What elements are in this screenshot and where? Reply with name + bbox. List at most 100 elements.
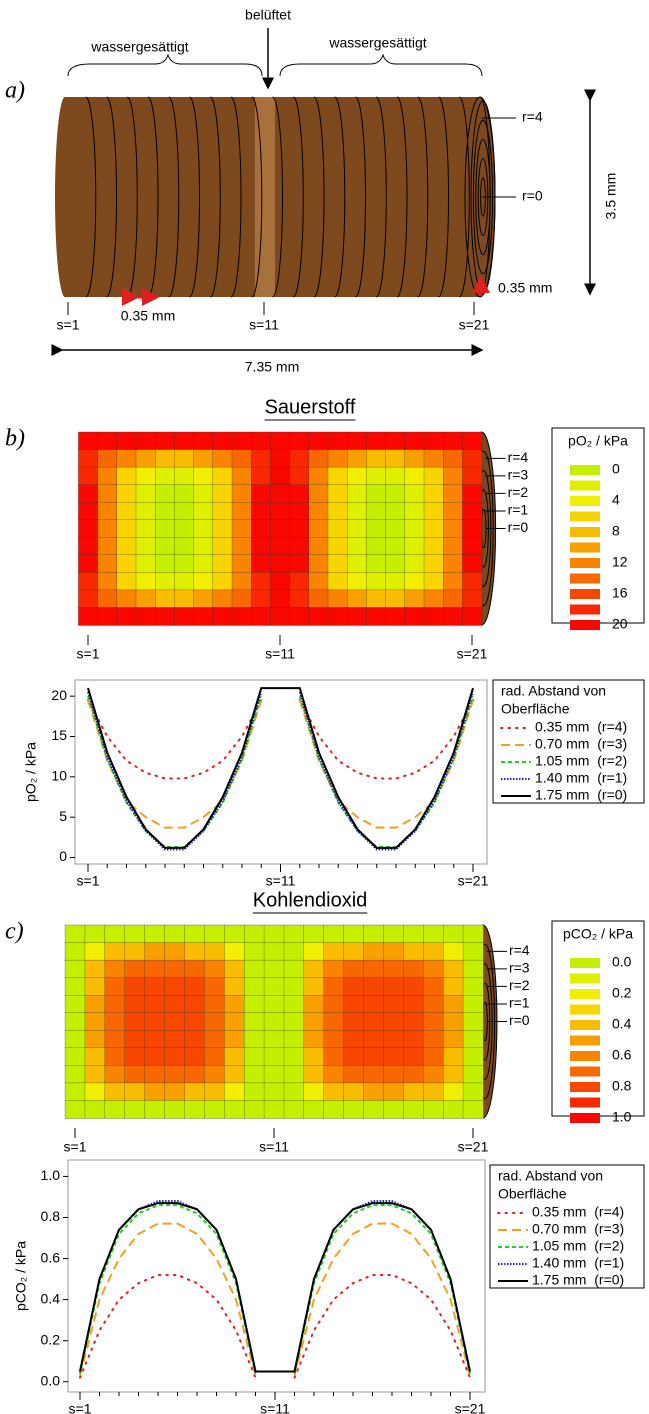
heat-cell (383, 977, 405, 996)
brace (67, 53, 263, 77)
s-label: s=11 (249, 317, 279, 333)
legend-swatch (570, 558, 600, 568)
heat-cell (155, 449, 176, 468)
series-line (293, 1273, 471, 1379)
heat-cell (323, 1065, 345, 1084)
heat-cell (174, 484, 195, 503)
heat-cell (289, 502, 310, 521)
heat-cell (193, 449, 214, 468)
heat-cell (184, 1100, 205, 1119)
heat-cell (64, 942, 86, 961)
heat-cell (97, 449, 118, 468)
heat-cell (442, 924, 464, 944)
heat-cell (323, 995, 345, 1014)
heat-cell (164, 1065, 186, 1084)
legend-label: 1.0 (612, 1109, 632, 1125)
heat-cell (212, 519, 233, 538)
heat-cell (144, 995, 166, 1014)
heat-cell (347, 589, 368, 609)
legend-swatch (570, 496, 600, 506)
heat-cell (155, 484, 176, 503)
ring (334, 96, 346, 298)
heat-cell (174, 519, 195, 538)
heat-cell (193, 519, 214, 538)
heat-cell (231, 519, 252, 538)
x-tick-label: s=1 (69, 1401, 92, 1414)
heat-cell (443, 484, 464, 503)
heat-cell (289, 572, 310, 591)
heat-cell (174, 431, 195, 451)
heat-cell (135, 589, 156, 609)
heat-cell (423, 977, 444, 996)
heat-cell (204, 1030, 225, 1049)
heat-cell (442, 995, 464, 1014)
heat-cell (164, 1047, 186, 1067)
heat-cell (385, 449, 406, 468)
panel-title: Sauerstoff (265, 396, 356, 418)
heat-cell (423, 554, 444, 574)
heat-cell (403, 942, 424, 961)
section-label: wassergesättigt (328, 35, 426, 51)
heat-cell (212, 607, 233, 626)
heat-cell (78, 484, 99, 503)
heat-cell (104, 1065, 126, 1084)
heat-cell (385, 589, 406, 609)
heat-cell (164, 1100, 186, 1119)
heat-cell (343, 977, 365, 996)
y-tick-label: 10 (51, 768, 67, 784)
heat-cell (116, 554, 137, 574)
legend-swatch (570, 1066, 600, 1077)
heat-cell (124, 1100, 146, 1119)
heat-cell (347, 572, 368, 591)
series-line (293, 1204, 471, 1374)
heat-cell (155, 502, 176, 521)
s-label: s=21 (459, 317, 490, 333)
heat-cell (144, 1012, 166, 1031)
heat-cell (462, 431, 483, 451)
ring (272, 96, 283, 298)
section-label: belüftet (245, 7, 291, 23)
heat-cell (423, 519, 444, 538)
heat-cell (363, 1082, 385, 1102)
heat-cell (224, 1047, 245, 1067)
heat-cell (251, 466, 272, 486)
heat-cell (84, 1100, 106, 1119)
heat-cell (327, 589, 348, 609)
heat-cell (423, 1030, 444, 1049)
heat-cell (327, 607, 348, 626)
heat-cell (64, 1082, 86, 1102)
heat-cell (164, 995, 186, 1014)
heat-cell (423, 995, 444, 1014)
ring (313, 96, 325, 298)
heat-cell (443, 449, 464, 468)
ring (127, 96, 138, 298)
r-label: r=4 (508, 449, 529, 465)
heat-cell (124, 1082, 146, 1102)
heat-cell (84, 1065, 106, 1084)
heat-cell (323, 1047, 345, 1067)
heat-cell (462, 502, 483, 521)
y-tick-label: 5 (59, 808, 67, 824)
heat-cell (283, 959, 305, 979)
heat-cell (423, 589, 444, 609)
heat-cell (423, 484, 444, 503)
heat-cell (84, 959, 106, 979)
heat-cell (363, 995, 385, 1014)
heat-cell (308, 572, 329, 591)
legend-label: 0.4 (612, 1016, 632, 1032)
heat-cell (308, 537, 329, 556)
heat-cell (155, 572, 176, 591)
heat-cell (323, 942, 345, 961)
heat-cell (204, 995, 225, 1014)
heat-cell (403, 995, 424, 1014)
heat-cell (64, 1065, 86, 1084)
heat-cell (443, 554, 464, 574)
legend-swatch (570, 542, 600, 553)
heat-cell (283, 924, 305, 944)
heat-cell (78, 589, 99, 609)
heat-cell (423, 1082, 444, 1102)
heat-cell (363, 1065, 385, 1084)
heat-cell (224, 942, 245, 961)
heat-cell (327, 554, 348, 574)
heat-cell (303, 995, 325, 1014)
